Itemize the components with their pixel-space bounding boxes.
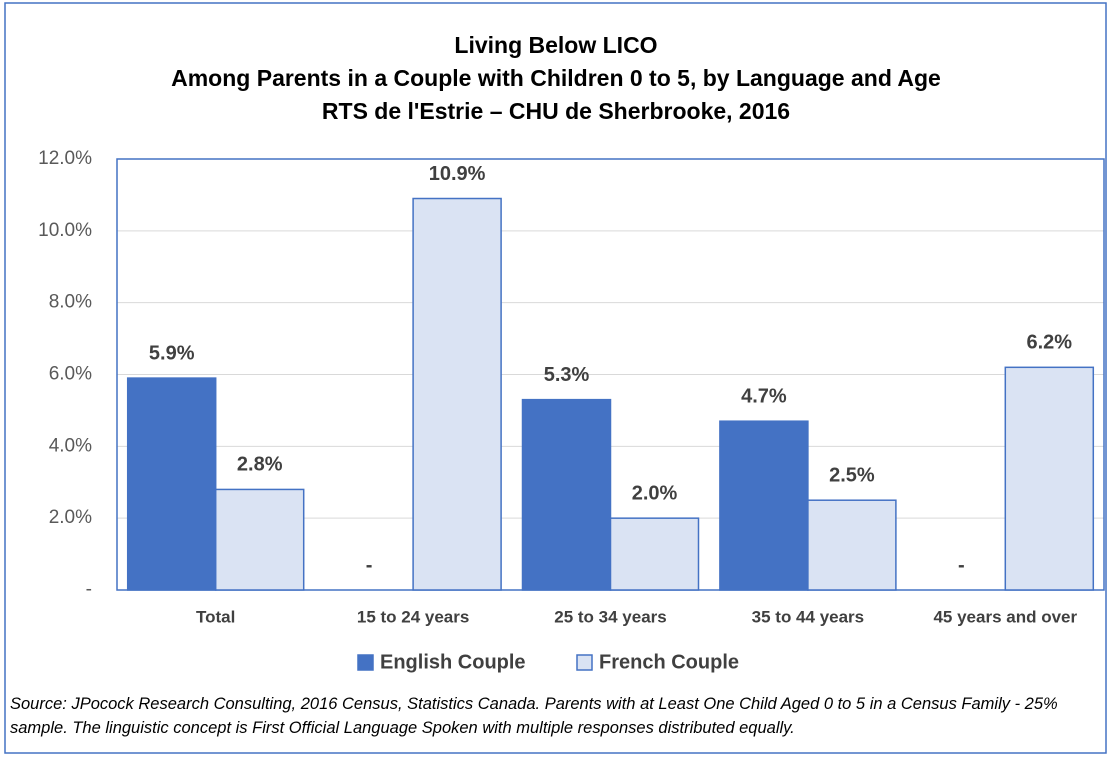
data-label: 2.5% [829,464,875,486]
x-tick-label: Total [196,607,235,626]
bar [609,517,700,591]
data-label: - [366,554,373,576]
y-tick-label: 6.0% [49,364,92,385]
data-label: 2.0% [632,482,678,504]
y-tick-label: 10.0% [38,220,92,241]
x-tick-label: 15 to 24 years [357,607,469,626]
y-tick-label: 12.0% [38,148,92,169]
y-tick-label: - [86,579,92,600]
data-label: 10.9% [429,163,486,185]
y-tick-label: 8.0% [49,292,92,313]
y-tick-label: 2.0% [49,507,92,528]
bar [126,377,217,591]
data-label: 6.2% [1027,332,1073,354]
y-tick-label: 4.0% [49,435,92,456]
data-label: 4.7% [741,385,787,407]
bar [807,499,897,591]
x-tick-label: 45 years and over [933,607,1077,626]
legend-label: French Couple [599,651,739,673]
bar [719,420,809,591]
bar [1004,366,1095,591]
bar [412,197,502,591]
legend-label: English Couple [380,651,526,673]
chart-title: Among Parents in a Couple with Children … [171,65,941,91]
bar [214,488,305,591]
chart-title: Living Below LICO [454,32,657,58]
bar [521,398,612,591]
legend-swatch [576,654,593,671]
data-label: 2.8% [237,454,283,476]
data-label: - [958,554,965,576]
x-tick-label: 25 to 34 years [554,607,666,626]
data-label: 5.9% [149,342,195,364]
legend-swatch [357,654,374,671]
chart-title: RTS de l'Estrie – CHU de Sherbrooke, 201… [322,98,790,124]
frame [4,2,1107,754]
source-note: Source: JPocock Research Consulting, 201… [10,695,1058,737]
x-tick-label: 35 to 44 years [752,607,864,626]
data-label: 5.3% [544,364,590,386]
